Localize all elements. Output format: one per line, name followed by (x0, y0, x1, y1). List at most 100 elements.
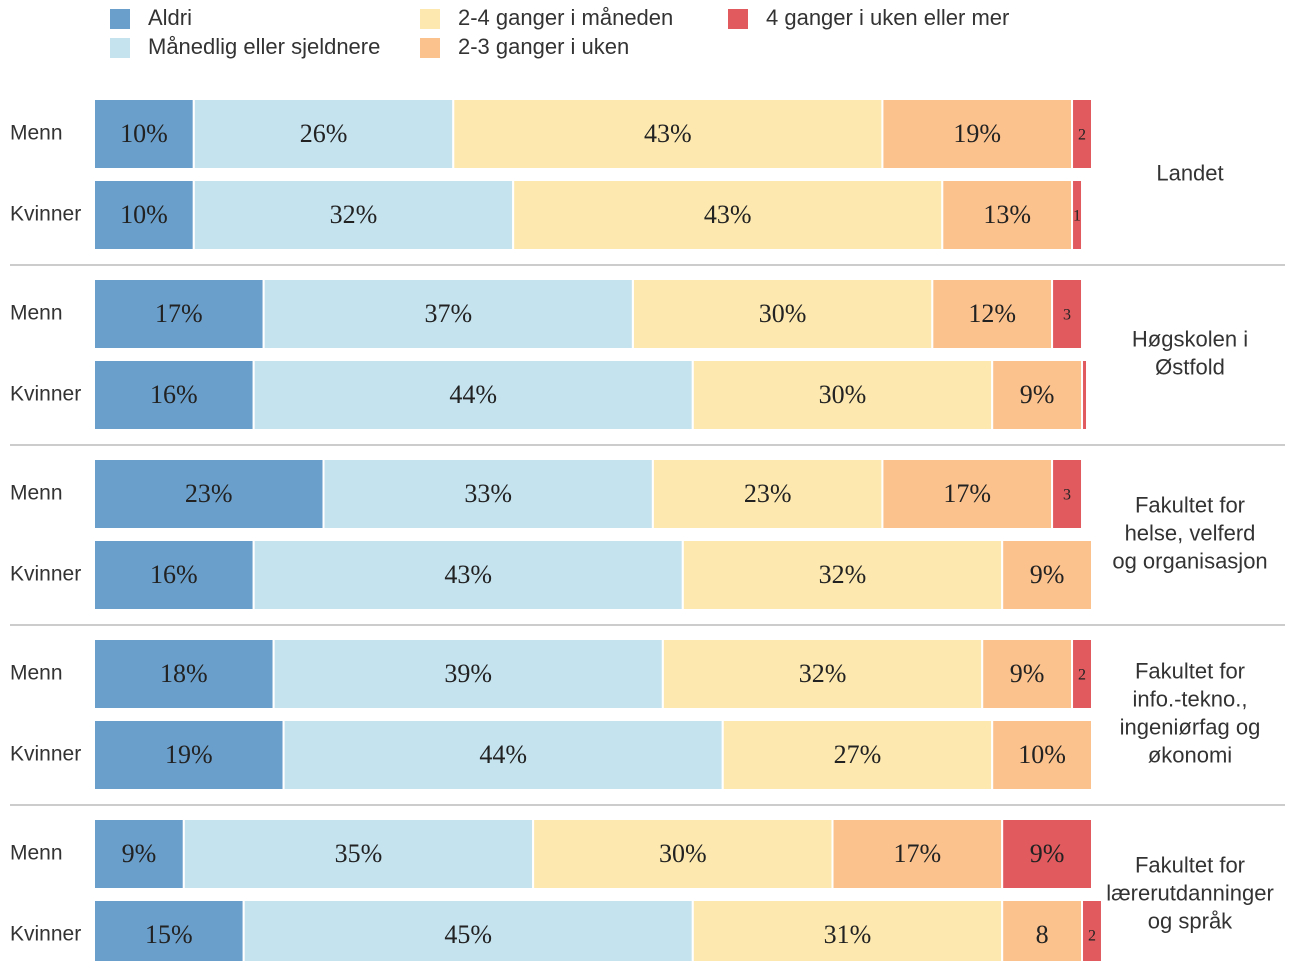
bar-segment (651, 458, 884, 530)
value-label: 16% (150, 380, 198, 409)
bar-segment (93, 818, 185, 890)
bar-segment (681, 539, 1004, 611)
bar-segment (242, 899, 694, 961)
row-label: Kvinner (10, 383, 81, 406)
bar-segment (1001, 899, 1084, 961)
legend-label: 2-3 ganger i uken (458, 34, 629, 59)
value-label: 44% (479, 740, 527, 769)
value-label: 2 (1078, 667, 1086, 684)
bar-segment (93, 638, 275, 710)
value-label: 43% (444, 560, 492, 589)
row-label: Menn (10, 842, 63, 865)
bar-segment (192, 179, 515, 251)
value-label: 30% (819, 380, 867, 409)
legend-label: 2-4 ganger i måneden (458, 5, 673, 30)
group-label: Landet (1156, 160, 1223, 185)
bar-segment (991, 719, 1094, 791)
value-label: 16% (150, 560, 198, 589)
row-label: Kvinner (10, 923, 81, 946)
group-label: ingeniørfag og (1120, 714, 1261, 739)
value-label: 17% (894, 839, 942, 868)
value-label: 8 (1036, 920, 1049, 949)
bar-segment (991, 359, 1084, 431)
value-label: 35% (335, 839, 383, 868)
value-label: 27% (834, 740, 882, 769)
value-label: 9% (1020, 380, 1055, 409)
value-label: 30% (759, 299, 807, 328)
bar-segment (452, 98, 884, 170)
value-label: 33% (464, 479, 512, 508)
value-label: 43% (644, 119, 692, 148)
value-label: 30% (659, 839, 707, 868)
value-label: 17% (943, 479, 991, 508)
bar-segment (1071, 179, 1084, 251)
group-label: Fakultet for (1135, 492, 1245, 517)
group-label: Høgskolen i (1132, 326, 1248, 351)
bar-segment (661, 638, 984, 710)
bar-segment (1001, 818, 1093, 890)
value-label: 9% (1030, 839, 1065, 868)
row-label: Kvinner (10, 203, 81, 226)
group-label: Fakultet for (1135, 658, 1245, 683)
bar-segment (1051, 278, 1084, 350)
value-label: 45% (444, 920, 492, 949)
group-label: og organisasjon (1112, 548, 1267, 573)
value-label: 31% (824, 920, 872, 949)
group-label: helse, velferd (1125, 520, 1256, 545)
bar-segment (182, 818, 535, 890)
value-label: 9% (1010, 659, 1045, 688)
bar-segment (1081, 359, 1089, 431)
group-label: Fakultet for (1135, 852, 1245, 877)
value-label: 10% (120, 200, 168, 229)
bar-segment (931, 278, 1054, 350)
value-label: 19% (165, 740, 213, 769)
group-label: lærerutdanninger (1106, 880, 1274, 905)
value-label: 32% (330, 200, 378, 229)
value-label: 18% (160, 659, 208, 688)
bar-segment (192, 98, 455, 170)
group-label: økonomi (1148, 742, 1232, 767)
bar-segment (93, 359, 255, 431)
value-label: 1 (1073, 208, 1081, 225)
bar-segment (631, 278, 934, 350)
bar-segment (1071, 98, 1094, 170)
group-label: og språk (1148, 908, 1233, 933)
bar-segment (881, 98, 1074, 170)
value-label: 3 (1063, 487, 1071, 504)
legend-label: 4 ganger i uken eller mer (766, 5, 1009, 30)
legend-swatch (110, 38, 130, 58)
row-label: Menn (10, 662, 63, 685)
bar-segment (691, 359, 994, 431)
legend-swatch (110, 9, 130, 29)
bar-segment (1051, 458, 1084, 530)
value-label: 44% (449, 380, 497, 409)
value-label: 2 (1088, 928, 1096, 945)
group-label: info.-tekno., (1133, 686, 1248, 711)
bar-segment (721, 719, 994, 791)
row-label: Menn (10, 122, 63, 145)
row-label: Menn (10, 302, 63, 325)
value-label: 43% (704, 200, 752, 229)
legend-label: Aldri (148, 5, 192, 30)
legend-swatch (728, 9, 748, 29)
bar-segment (262, 278, 634, 350)
bar-segment (1081, 899, 1103, 961)
value-label: 9% (122, 839, 157, 868)
value-label: 39% (444, 659, 492, 688)
row-label: Menn (10, 482, 63, 505)
bar-segment (322, 458, 654, 530)
bar-segment (1071, 638, 1094, 710)
value-label: 2 (1078, 127, 1086, 144)
value-label: 32% (799, 659, 847, 688)
bar-segment (881, 458, 1054, 530)
bar-segment (93, 458, 325, 530)
row-label: Kvinner (10, 743, 81, 766)
value-label: 12% (968, 299, 1016, 328)
value-label: 3 (1063, 307, 1071, 324)
value-label: 10% (1018, 740, 1066, 769)
legend-swatch (420, 9, 440, 29)
value-label: 9% (1030, 560, 1065, 589)
legend-label: Månedlig eller sjeldnere (148, 34, 380, 59)
legend-swatch (420, 38, 440, 58)
value-label: 23% (185, 479, 233, 508)
